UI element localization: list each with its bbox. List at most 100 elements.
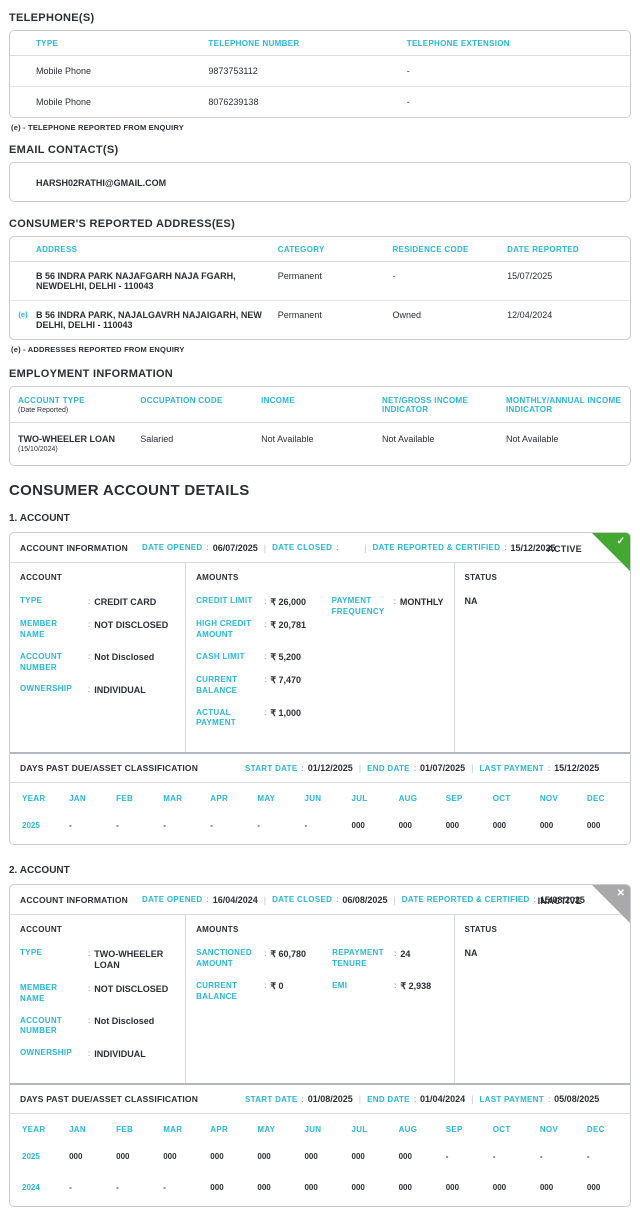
- last-payment-label: LAST PAYMENT: [479, 763, 544, 773]
- field-label: SANCTIONED AMOUNT: [196, 948, 252, 968]
- month-header: JAN: [69, 1125, 86, 1135]
- dpd-value: 000: [351, 1152, 365, 1162]
- dpd-title: DAYS PAST DUE/ASSET CLASSIFICATION: [20, 763, 199, 774]
- colon: :: [88, 1048, 91, 1058]
- month-header: MAR: [163, 1125, 183, 1135]
- month-header: JUL: [351, 1125, 368, 1135]
- month-header: JUN: [304, 794, 322, 804]
- month-header: YEAR: [22, 1125, 46, 1135]
- account-2-title: 2. ACCOUNT: [9, 865, 70, 877]
- table-row: TWO-WHEELER LOAN (15/10/2024) Salaried N…: [10, 423, 630, 465]
- dpd-value: -: [163, 821, 166, 831]
- colon: :: [394, 948, 397, 958]
- colon: :: [413, 763, 417, 773]
- dpd-value: 000: [304, 1183, 318, 1193]
- dpd-value: 000: [210, 1183, 224, 1193]
- dpd-value: 000: [539, 1183, 554, 1193]
- separator: |: [471, 1094, 474, 1105]
- field-label: ACTUAL PAYMENT: [196, 707, 236, 728]
- field-label: OWNERSHIP: [20, 1048, 73, 1058]
- status-value: NA: [464, 596, 478, 606]
- colon: :: [88, 948, 91, 958]
- colon: :: [88, 1016, 91, 1026]
- account-column: ACCOUNT TYPE : TWO-WHEELER LOAN MEMBER N…: [10, 915, 187, 1084]
- field-value: INDIVIDUAL: [94, 1048, 146, 1059]
- enquiry-marker: (e): [18, 310, 28, 319]
- colon: :: [206, 895, 209, 905]
- field-ownership: OWNERSHIP : INDIVIDUAL: [20, 684, 175, 696]
- month-header: OCT: [492, 1125, 511, 1135]
- date-reported-certified-label: DATE REPORTED & CERTIFIED: [401, 895, 530, 905]
- field-value: ₹ 26,000: [270, 596, 307, 607]
- colon: :: [533, 895, 536, 905]
- inactive-corner-ribbon: [592, 885, 630, 924]
- dpd-value: -: [586, 1152, 590, 1162]
- amounts-left: AMOUNTS CREDIT LIMIT : ₹ 26,000 HIGH CRE…: [196, 573, 332, 740]
- column-header-telephone-number: TELEPHONE NUMBER: [208, 39, 300, 48]
- field-value: ₹ 60,780: [270, 948, 307, 959]
- colon: :: [264, 652, 267, 662]
- field-type: TYPE : TWO-WHEELER LOAN: [20, 948, 175, 972]
- dpd-value: 000: [69, 1152, 83, 1162]
- account-1-title: 1. ACCOUNT: [9, 513, 70, 524]
- month-header: FEB: [116, 794, 134, 804]
- account-type-sublabel: (Date Reported): [18, 407, 69, 414]
- dpd-value: 000: [492, 1183, 507, 1193]
- date-closed-group: DATE CLOSED :: [272, 543, 358, 552]
- dpd-value: 000: [586, 1183, 601, 1193]
- month-header: SEP: [445, 794, 463, 804]
- dpd-value: 000: [586, 821, 601, 831]
- date-reported-group: DATE REPORTED & CERTIFIED : 15/08/2025: [402, 895, 585, 905]
- phone-extension: -: [406, 66, 410, 76]
- field-type: TYPE : CREDIT CARD: [20, 596, 175, 608]
- amounts-left: AMOUNTS SANCTIONED AMOUNT : ₹ 60,780 CUR…: [196, 925, 332, 1071]
- address-value: B 56 INDRA PARK, NAJALGAVRH NAJAIGARH, N…: [36, 310, 262, 330]
- dpd-title: DAYS PAST DUE/ASSET CLASSIFICATION: [20, 1094, 199, 1105]
- dpd-value: 000: [445, 821, 460, 831]
- month-header: NOV: [539, 794, 559, 804]
- dpd-value: 000: [539, 821, 554, 831]
- field-label: OWNERSHIP: [20, 684, 73, 694]
- column-header-address: ADDRESS: [36, 245, 78, 254]
- employment-monthly-annual: Not Available: [505, 434, 559, 444]
- last-payment-value: 05/08/2025: [554, 1094, 600, 1105]
- field-value: ₹ 1,000: [270, 708, 302, 719]
- colon: :: [301, 1094, 304, 1104]
- date-opened-label: DATE OPENED: [142, 543, 203, 552]
- table-row: Mobile Phone 9873753112 -: [10, 56, 630, 86]
- dpd-value: 000: [445, 1183, 460, 1193]
- dpd-value: -: [69, 1183, 72, 1193]
- column-header-net-gross-income: NET/GROSS INCOME INDICATOR: [381, 396, 469, 414]
- address-enquiry-note: (e) - ADDRESSES REPORTED FROM ENQUIRY: [11, 345, 185, 354]
- field-value: ₹ 20,781: [270, 619, 307, 630]
- colon: :: [547, 763, 551, 773]
- field-value: ₹ 0: [270, 981, 284, 992]
- field-current-balance: CURRENT BALANCE : ₹ 7,470: [196, 675, 326, 697]
- field-value: NOT DISCLOSED: [94, 983, 169, 994]
- column-header-residence-code: RESIDENCE CODE: [392, 245, 469, 254]
- colon: :: [264, 675, 267, 685]
- field-current-balance: CURRENT BALANCE : ₹ 0: [196, 981, 326, 1003]
- address-section-heading: CONSUMER'S REPORTED ADDRESS(ES): [9, 218, 236, 230]
- account-status-ribbon-label: ACTIVE: [547, 544, 582, 554]
- column-header-type: TYPE: [36, 39, 59, 48]
- dpd-value: -: [539, 1152, 543, 1162]
- field-value: MONTHLY: [399, 596, 444, 607]
- field-value: NOT DISCLOSED: [94, 619, 169, 630]
- dpd-value: 000: [116, 1152, 130, 1162]
- field-value: TWO-WHEELER LOAN: [94, 948, 164, 971]
- date-opened-value: 06/07/2025: [212, 542, 258, 553]
- employment-account-type-date: (15/10/2024): [18, 446, 58, 453]
- month-header: APR: [210, 1125, 229, 1135]
- employment-income: Not Available: [261, 434, 314, 444]
- start-date-value: 01/12/2025: [307, 763, 353, 774]
- dpd-value: -: [210, 821, 213, 831]
- date-reported-certified-value: 15/08/2025: [539, 894, 585, 905]
- start-date-label: START DATE: [245, 763, 298, 773]
- dpd-value: 000: [163, 1152, 177, 1162]
- month-header: JAN: [69, 794, 86, 804]
- field-value: 24: [400, 948, 411, 959]
- start-date-label: START DATE: [245, 1094, 298, 1104]
- field-actual-payment: ACTUAL PAYMENT : ₹ 1,000: [196, 708, 326, 730]
- dpd-value: 000: [398, 1152, 412, 1162]
